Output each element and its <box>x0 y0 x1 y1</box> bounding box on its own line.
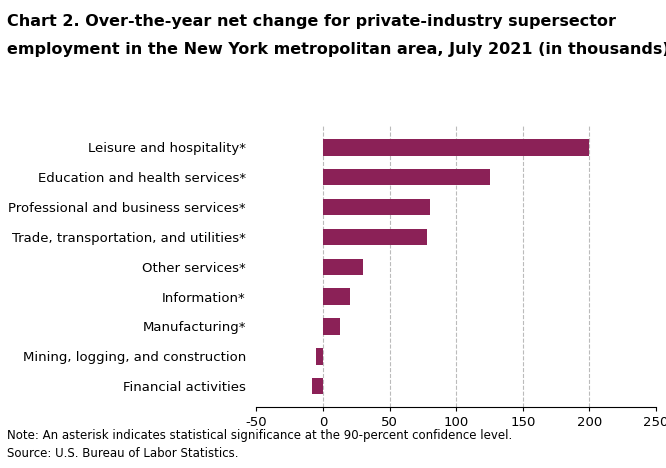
Text: Source: U.S. Bureau of Labor Statistics.: Source: U.S. Bureau of Labor Statistics. <box>7 446 238 460</box>
Text: employment in the New York metropolitan area, July 2021 (in thousands): employment in the New York metropolitan … <box>7 42 666 57</box>
Bar <box>323 199 430 215</box>
Bar <box>323 318 340 335</box>
Bar <box>312 378 323 395</box>
Bar <box>323 139 589 155</box>
Bar <box>323 169 490 185</box>
Bar <box>316 348 323 365</box>
Bar <box>323 288 350 305</box>
Text: Note: An asterisk indicates statistical significance at the 90-percent confidenc: Note: An asterisk indicates statistical … <box>7 429 512 442</box>
Text: Chart 2. Over-the-year net change for private-industry supersector: Chart 2. Over-the-year net change for pr… <box>7 14 615 29</box>
Bar <box>323 229 427 245</box>
Bar <box>323 258 363 275</box>
